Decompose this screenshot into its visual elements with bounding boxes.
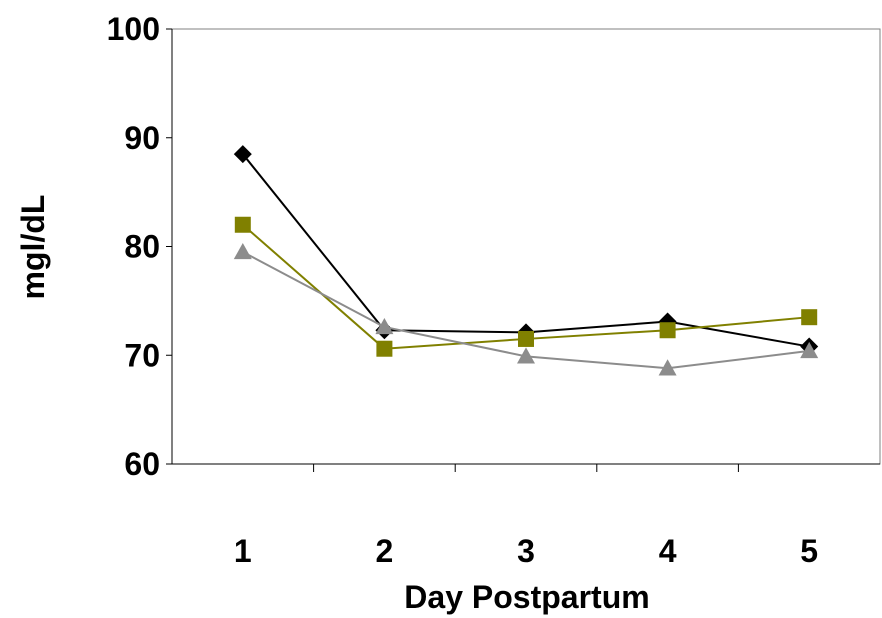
series-2 — [234, 216, 818, 357]
y-tick-label: 60 — [124, 446, 160, 482]
x-tick-label: 4 — [659, 533, 677, 569]
y-axis: 60 70 80 90 100 — [107, 11, 172, 482]
x-tick-label: 5 — [800, 533, 818, 569]
x-tick-label: 2 — [376, 533, 394, 569]
data-point — [375, 317, 394, 335]
data-point — [517, 347, 535, 364]
data-point — [801, 309, 818, 326]
data-point — [658, 359, 677, 376]
y-tick-label: 90 — [124, 120, 160, 156]
series-layer — [233, 145, 819, 376]
y-tick-label: 100 — [107, 11, 160, 47]
y-axis-title: mgl/dL — [15, 195, 51, 300]
x-tick-label: 3 — [517, 533, 535, 569]
y-tick-label: 80 — [124, 229, 160, 265]
x-axis-title: Day Postpartum — [404, 579, 649, 615]
data-point — [518, 330, 534, 347]
y-tick-label: 70 — [124, 337, 160, 373]
plot-border — [171, 28, 881, 465]
data-point — [234, 216, 251, 233]
series-line — [242, 153, 810, 348]
x-tick-label: 1 — [234, 533, 252, 569]
data-point — [659, 322, 676, 339]
data-point — [233, 145, 252, 164]
series-3 — [233, 242, 819, 376]
data-point — [800, 341, 819, 359]
data-point — [376, 340, 393, 357]
x-axis: 1 2 3 4 5 — [234, 464, 818, 569]
plot-area — [171, 28, 881, 465]
data-point — [233, 242, 252, 260]
